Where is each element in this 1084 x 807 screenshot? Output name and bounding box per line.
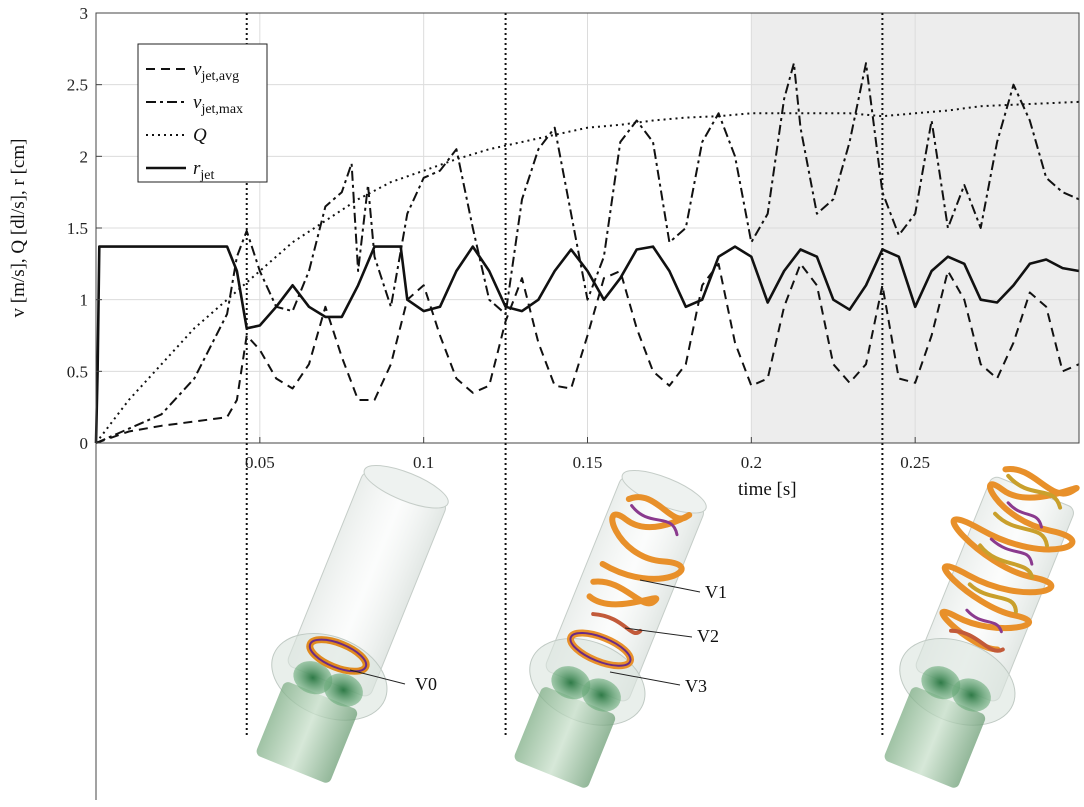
- y-tick-label: 0: [80, 434, 89, 453]
- y-tick-label: 1: [80, 291, 89, 310]
- valve-body: [256, 682, 358, 783]
- y-ticks: 0 0.5 1 1.5 2 2.5 3: [67, 4, 102, 453]
- series-line-v-jet-max: [95, 62, 1080, 444]
- x-ticks: 0.05 0.1 0.15 0.2 0.25: [245, 437, 930, 472]
- legend-entry: vjet,avg: [193, 59, 239, 84]
- y-tick-label: 2: [80, 147, 89, 166]
- y-tick-label: 1.5: [67, 219, 88, 238]
- series-lines: [94, 62, 1080, 444]
- series-line-v-jet-avg: [95, 262, 1080, 444]
- y-tick-label: 0.5: [67, 362, 88, 381]
- plot-area: 0.05 0.1 0.15 0.2 0.25 0 0.5 1 1.5 2 2.5 3 time [s…: [8, 4, 1080, 500]
- x-tick-label: 0.15: [573, 453, 603, 472]
- callout-line: [609, 671, 681, 686]
- leaflet: [551, 666, 591, 700]
- leaflet: [921, 666, 961, 700]
- x-axis-label: time [s]: [738, 479, 797, 500]
- label-v1: V1: [705, 582, 727, 602]
- vortex-structures: [566, 494, 692, 670]
- label-v3: V3: [685, 676, 707, 696]
- leaflet: [581, 678, 621, 712]
- legend-entry: Q: [193, 125, 207, 146]
- label-v0: V0: [415, 674, 437, 694]
- illustration-3: [884, 466, 1080, 788]
- vortex-ring-core: [308, 638, 368, 673]
- legend-entry: rjet: [193, 158, 215, 183]
- y-tick-label: 2.5: [67, 76, 88, 95]
- turbulent-structures: [939, 466, 1080, 653]
- illustration-2: V1 V2 V3: [514, 469, 727, 788]
- valve-body: [884, 687, 986, 788]
- illustration-1: V0: [256, 464, 449, 783]
- leaflet: [951, 678, 991, 712]
- legend-box: [137, 43, 268, 183]
- callout-line: [624, 627, 693, 638]
- y-axis-label: v [m/s], Q [dl/s], r [cm]: [8, 139, 29, 318]
- x-tick-label: 0.05: [245, 453, 275, 472]
- callout-line: [349, 669, 406, 685]
- callout-line: [639, 579, 701, 593]
- valve-body: [514, 687, 616, 788]
- x-tick-label: 0.1: [413, 453, 434, 472]
- x-tick-label: 0.25: [900, 453, 930, 472]
- y-tick-label: 3: [80, 4, 89, 23]
- leaflet: [323, 673, 363, 707]
- legend-entry: vjet,max: [193, 92, 243, 117]
- series-line-r-jet: [94, 245, 1080, 444]
- x-tick-label: 0.2: [741, 453, 762, 472]
- vessel-rim: [363, 464, 449, 509]
- leaflet: [293, 661, 333, 695]
- series-line-q: [95, 100, 1080, 444]
- label-v2: V2: [697, 626, 719, 646]
